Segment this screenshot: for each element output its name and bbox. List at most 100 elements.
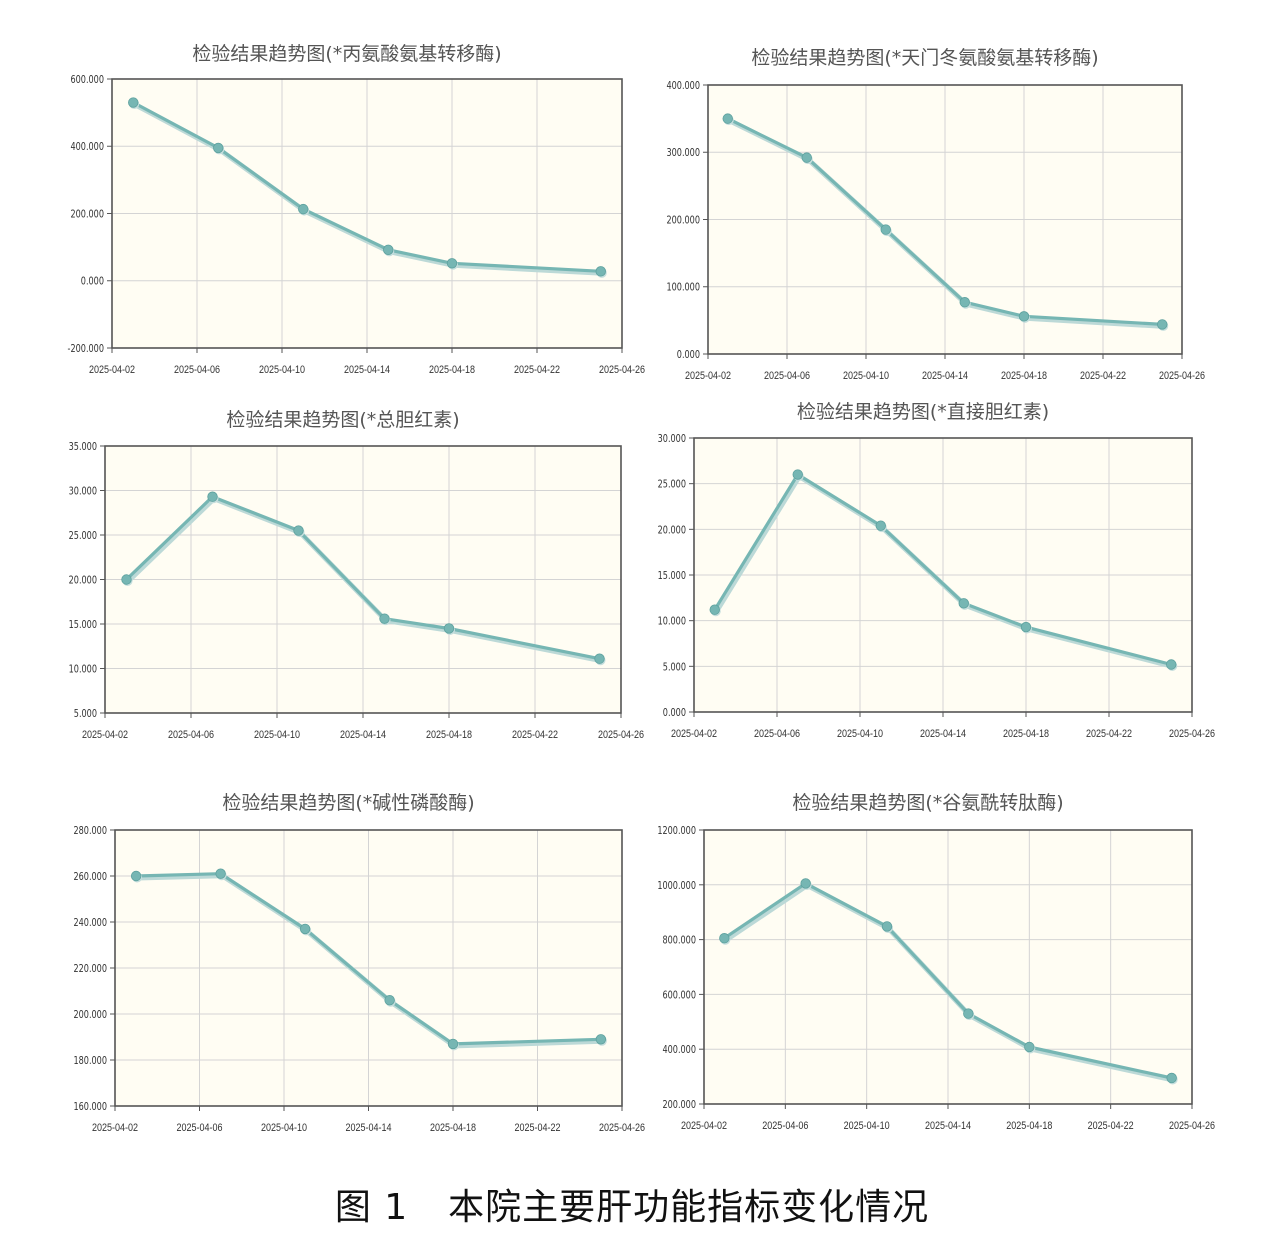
data-point	[1020, 621, 1032, 633]
chart-grid: -200.000 0.000 200.000 400.000 600.000 2025-0…	[68, 43, 1216, 1134]
data-point	[1024, 1041, 1035, 1053]
data-point	[800, 878, 811, 889]
chart-6: 200.000 400.000 600.000 800.000 1000.000 1200…	[657, 792, 1215, 1132]
y-tick-label: 400.000	[666, 80, 700, 92]
x-tick-label: 2025-04-26	[599, 364, 645, 376]
x-tick-label: 2025-04-26	[1169, 1120, 1215, 1132]
data-point	[959, 297, 970, 308]
x-tick-label: 2025-04-22	[1086, 728, 1132, 740]
y-tick-label: 1000.000	[657, 880, 696, 892]
y-tick-label: 0.000	[663, 707, 686, 719]
y-tick-label: 25.000	[69, 530, 98, 542]
x-tick-label: 2025-04-10	[843, 370, 889, 382]
x-tick-label: 2025-04-06	[762, 1120, 808, 1132]
data-point	[594, 653, 605, 664]
data-point	[215, 868, 226, 879]
series-line	[132, 101, 601, 273]
data-point	[443, 623, 455, 634]
x-tick-label: 2025-04-02	[681, 1120, 727, 1132]
x-tick-label: 2025-04-14	[345, 1122, 391, 1134]
y-tick-label: 400.000	[662, 1044, 696, 1056]
chart-title: 检验结果趋势图(*天门冬氨酸氨基转移酶)	[751, 47, 1098, 69]
x-tick-label: 2025-04-02	[89, 364, 135, 376]
y-tick-label: 100.000	[666, 282, 700, 294]
data-point	[447, 1038, 459, 1050]
data-point	[709, 604, 720, 615]
y-tick-label: 35.000	[69, 441, 98, 453]
x-tick-label: 2025-04-06	[174, 364, 220, 376]
data-point	[128, 97, 139, 108]
plot-frame	[114, 829, 623, 1107]
chart-4: 0.000 5.000 10.000 15.000 20.000 25.000 30.000…	[658, 401, 1216, 740]
x-tick-label: 2025-04-22	[514, 1122, 560, 1134]
data-point	[880, 224, 891, 235]
y-tick-label: 200.000	[70, 209, 104, 221]
x-tick-label: 2025-04-22	[1080, 370, 1126, 382]
y-tick-label: -200.000	[68, 343, 105, 355]
y-tick-label: 20.000	[658, 525, 687, 537]
x-tick-label: 2025-04-10	[254, 729, 300, 741]
x-tick-label: 2025-04-06	[168, 729, 214, 741]
data-point	[875, 520, 886, 531]
y-tick-label: 200.000	[666, 215, 700, 227]
chart-1: -200.000 0.000 200.000 400.000 600.000 2025-0…	[68, 43, 646, 376]
y-tick-label: 600.000	[70, 74, 104, 86]
data-point	[379, 613, 390, 624]
data-point	[1018, 311, 1030, 322]
data-point	[792, 469, 803, 480]
data-point	[384, 995, 395, 1006]
data-point	[722, 113, 733, 124]
x-tick-label: 2025-04-10	[844, 1120, 890, 1132]
x-tick-label: 2025-04-14	[925, 1120, 971, 1132]
x-tick-label: 2025-04-22	[512, 729, 558, 741]
y-tick-label: 400.000	[70, 142, 104, 154]
y-tick-label: 5.000	[663, 662, 686, 674]
figure-caption-text: 本院主要肝功能指标变化情况	[448, 1187, 930, 1228]
x-tick-label: 2025-04-02	[685, 370, 731, 382]
data-point	[293, 525, 304, 536]
y-tick-label: 800.000	[662, 935, 696, 947]
series-line	[713, 472, 1172, 667]
data-point	[298, 203, 309, 215]
data-point	[207, 491, 218, 502]
y-tick-label: 15.000	[658, 570, 687, 582]
data-point	[958, 598, 969, 609]
x-tick-label: 2025-04-10	[259, 364, 305, 376]
figure-number: 图 1	[334, 1187, 409, 1228]
x-tick-label: 2025-04-18	[1006, 1120, 1052, 1132]
y-tick-label: 25.000	[658, 479, 687, 491]
plot-frame	[104, 445, 622, 714]
x-tick-label: 2025-04-14	[344, 364, 390, 376]
series-line	[723, 881, 1173, 1080]
y-tick-label: 600.000	[662, 990, 696, 1002]
trend-charts: -200.000 0.000 200.000 400.000 600.000 2025-0…	[68, 43, 1216, 1134]
chart-title: 检验结果趋势图(*总胆红素)	[226, 409, 459, 431]
x-tick-label: 2025-04-06	[176, 1122, 222, 1134]
x-tick-label: 2025-04-14	[920, 728, 966, 740]
x-tick-label: 2025-04-26	[1159, 370, 1205, 382]
data-point	[1157, 319, 1168, 330]
figure-caption: 图 1 本院主要肝功能指标变化情况	[0, 1178, 1264, 1230]
y-tick-label: 30.000	[658, 433, 687, 445]
x-tick-label: 2025-04-18	[430, 1122, 476, 1134]
data-point	[595, 266, 606, 277]
data-point	[1166, 1072, 1177, 1084]
y-tick-label: 180.000	[73, 1055, 107, 1067]
x-tick-label: 2025-04-22	[514, 364, 560, 376]
y-tick-label: 0.000	[677, 349, 700, 361]
y-tick-label: 0.000	[81, 276, 104, 288]
y-tick-label: 280.000	[73, 825, 107, 837]
data-point	[130, 870, 142, 882]
y-tick-label: 20.000	[69, 575, 98, 587]
plot-frame	[707, 84, 1183, 355]
chart-title: 检验结果趋势图(*直接胆红素)	[797, 401, 1049, 423]
chart-title: 检验结果趋势图(*谷氨酰转肽酶)	[792, 792, 1063, 814]
chart-2: 0.000 100.000 200.000 300.000 400.000 2025-04…	[666, 47, 1205, 382]
y-tick-label: 10.000	[69, 664, 98, 676]
data-point	[446, 258, 458, 269]
x-tick-label: 2025-04-06	[764, 370, 810, 382]
chart-5: 160.000 180.000 200.000 220.000 240.000 260.0…	[73, 792, 645, 1134]
y-tick-label: 30.000	[69, 486, 98, 498]
plot-frame	[693, 437, 1193, 713]
series-line	[727, 117, 1163, 326]
